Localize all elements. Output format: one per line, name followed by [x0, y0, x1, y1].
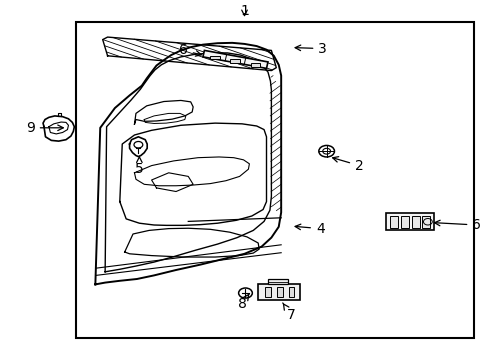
- Text: 5: 5: [135, 156, 143, 176]
- Bar: [288, 287, 294, 297]
- Bar: [422, 216, 429, 228]
- Bar: [250, 63, 260, 67]
- Polygon shape: [203, 50, 267, 68]
- Bar: [276, 287, 282, 297]
- Bar: [389, 216, 397, 228]
- Text: 6: 6: [434, 218, 480, 232]
- Bar: [209, 55, 219, 59]
- Bar: [267, 279, 287, 284]
- Text: 6: 6: [179, 44, 201, 57]
- Bar: [400, 216, 408, 228]
- Bar: [230, 59, 240, 63]
- Bar: [76, 22, 473, 338]
- Bar: [264, 287, 270, 297]
- Text: 3: 3: [295, 42, 326, 55]
- Text: 7: 7: [282, 303, 295, 322]
- Bar: [386, 213, 433, 230]
- Text: 8: 8: [237, 294, 248, 311]
- Text: 1: 1: [240, 4, 248, 18]
- Bar: [411, 216, 419, 228]
- Text: 9: 9: [26, 121, 63, 135]
- Text: 2: 2: [332, 157, 363, 172]
- Text: 4: 4: [295, 222, 324, 235]
- Bar: [258, 284, 299, 300]
